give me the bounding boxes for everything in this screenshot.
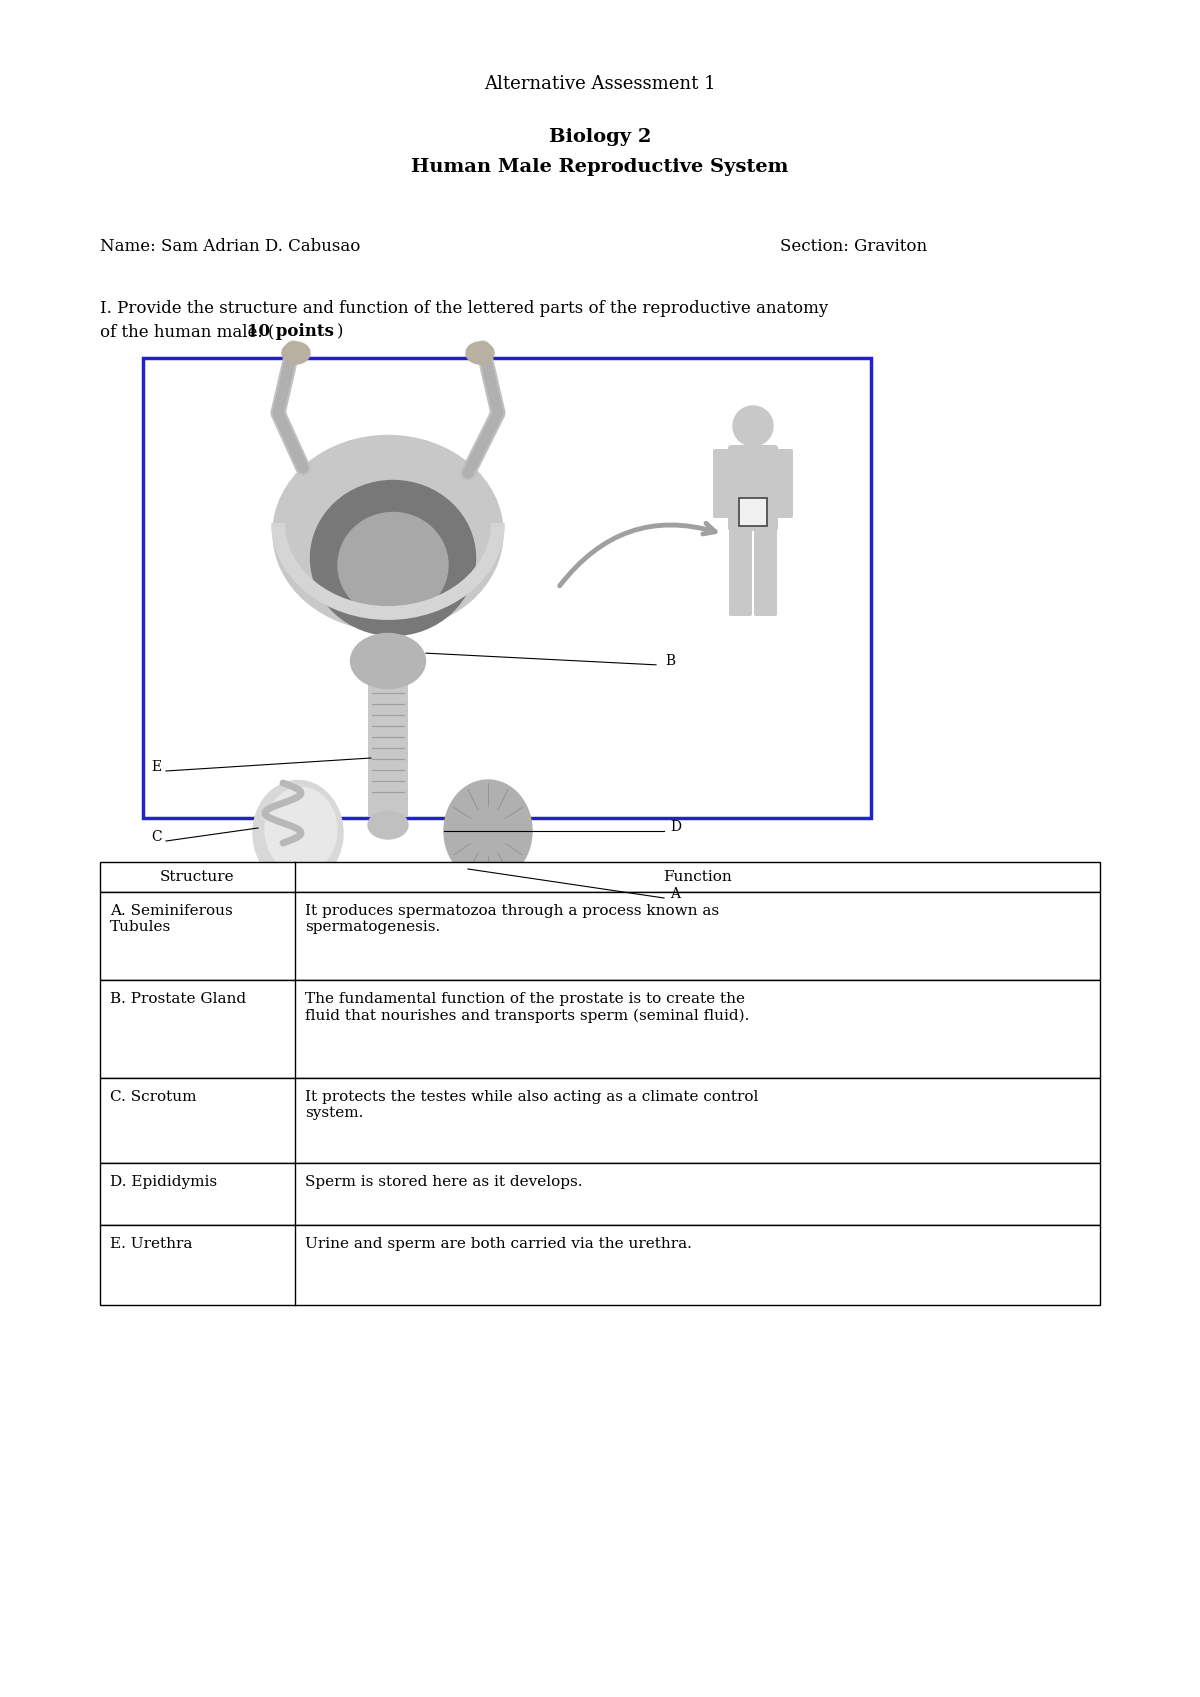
- Text: E: E: [151, 760, 161, 774]
- FancyBboxPatch shape: [730, 524, 752, 616]
- Text: A: A: [670, 888, 680, 901]
- Text: It produces spermatozoa through a process known as
spermatogenesis.: It produces spermatozoa through a proces…: [305, 905, 719, 935]
- Ellipse shape: [274, 436, 503, 631]
- Ellipse shape: [253, 781, 343, 886]
- Text: Section: Graviton: Section: Graviton: [780, 238, 928, 255]
- FancyBboxPatch shape: [713, 450, 733, 518]
- Bar: [100, 1225, 1100, 1305]
- FancyBboxPatch shape: [754, 524, 778, 616]
- Text: ): ): [337, 322, 343, 339]
- Ellipse shape: [368, 811, 408, 838]
- Text: Sperm is stored here as it develops.: Sperm is stored here as it develops.: [305, 1174, 582, 1190]
- Ellipse shape: [466, 343, 494, 363]
- Bar: [100, 979, 1100, 1078]
- Bar: [143, 358, 871, 818]
- FancyBboxPatch shape: [728, 445, 778, 531]
- Text: 10 points: 10 points: [247, 322, 334, 339]
- Text: The fundamental function of the prostate is to create the
fluid that nourishes a: The fundamental function of the prostate…: [305, 993, 749, 1023]
- Bar: [100, 1078, 1100, 1162]
- Text: A. Seminiferous
Tubules: A. Seminiferous Tubules: [110, 905, 233, 935]
- Bar: [100, 1162, 1100, 1225]
- Text: B. Prostate Gland: B. Prostate Gland: [110, 993, 246, 1006]
- Text: Urine and sperm are both carried via the urethra.: Urine and sperm are both carried via the…: [305, 1237, 692, 1251]
- Ellipse shape: [350, 633, 426, 689]
- Bar: [100, 893, 1100, 979]
- Text: C. Scrotum: C. Scrotum: [110, 1089, 197, 1105]
- FancyBboxPatch shape: [773, 450, 793, 518]
- Text: E. Urethra: E. Urethra: [110, 1237, 192, 1251]
- Text: Structure: Structure: [160, 871, 235, 884]
- FancyBboxPatch shape: [368, 682, 408, 816]
- Text: I. Provide the structure and function of the lettered parts of the reproductive : I. Provide the structure and function of…: [100, 300, 828, 317]
- Text: D. Epididymis: D. Epididymis: [110, 1174, 217, 1190]
- Text: D: D: [670, 820, 682, 833]
- Ellipse shape: [265, 787, 337, 872]
- Text: Human Male Reproductive System: Human Male Reproductive System: [412, 158, 788, 176]
- Circle shape: [733, 406, 773, 446]
- Bar: [739, 497, 767, 526]
- Text: of the human male. (: of the human male. (: [100, 322, 275, 339]
- Text: B: B: [665, 653, 676, 669]
- Ellipse shape: [282, 343, 310, 363]
- Text: Alternative Assessment 1: Alternative Assessment 1: [484, 75, 716, 93]
- Ellipse shape: [444, 781, 532, 882]
- Ellipse shape: [311, 480, 475, 635]
- Text: Biology 2: Biology 2: [548, 127, 652, 146]
- Text: Function: Function: [664, 871, 732, 884]
- Bar: [100, 862, 1100, 893]
- Text: Name: Sam Adrian D. Cabusao: Name: Sam Adrian D. Cabusao: [100, 238, 360, 255]
- Text: It protects the testes while also acting as a climate control
system.: It protects the testes while also acting…: [305, 1089, 758, 1120]
- Ellipse shape: [338, 512, 448, 618]
- Text: C: C: [151, 830, 162, 843]
